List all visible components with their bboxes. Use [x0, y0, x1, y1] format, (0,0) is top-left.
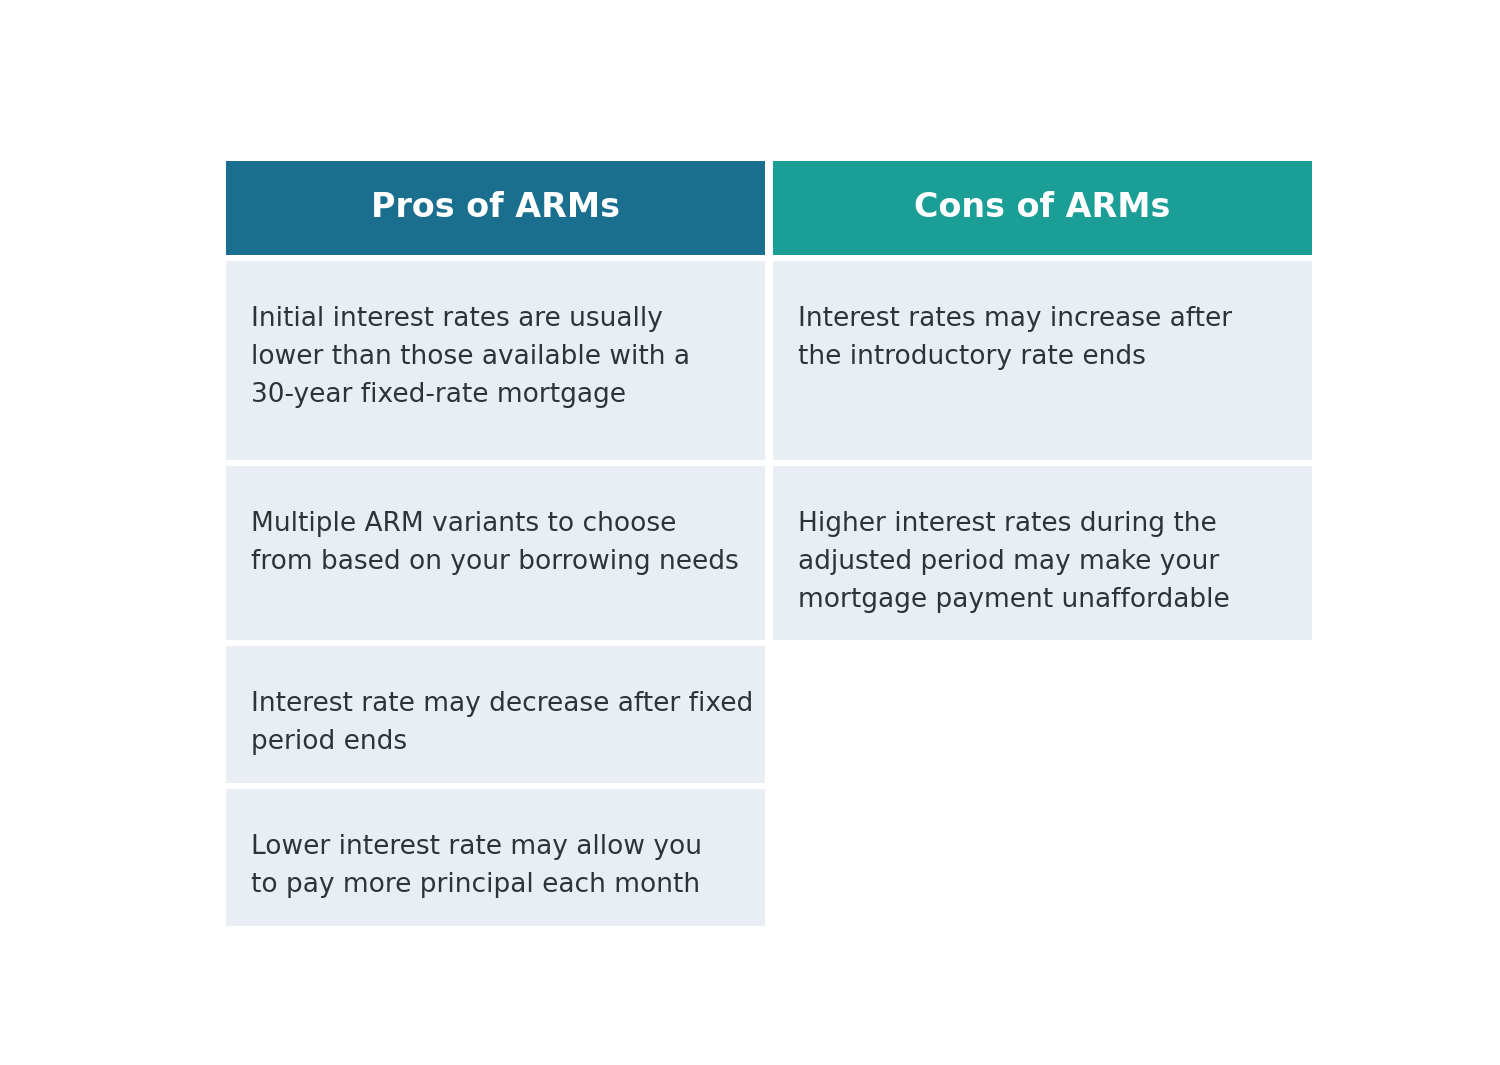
Text: Interest rates may increase after
the introductory rate ends: Interest rates may increase after the in… [798, 306, 1233, 370]
FancyBboxPatch shape [772, 465, 1311, 640]
FancyBboxPatch shape [226, 465, 765, 640]
Text: Lower interest rate may allow you
to pay more principal each month: Lower interest rate may allow you to pay… [252, 834, 702, 898]
Text: Higher interest rates during the
adjusted period may make your
mortgage payment : Higher interest rates during the adjuste… [798, 511, 1230, 612]
FancyBboxPatch shape [772, 161, 1311, 255]
Text: Interest rate may decrease after fixed
period ends: Interest rate may decrease after fixed p… [252, 691, 753, 755]
Text: Cons of ARMs: Cons of ARMs [914, 192, 1170, 225]
Text: Initial interest rates are usually
lower than those available with a
30-year fix: Initial interest rates are usually lower… [252, 306, 690, 408]
FancyBboxPatch shape [226, 261, 765, 460]
Text: Multiple ARM variants to choose
from based on your borrowing needs: Multiple ARM variants to choose from bas… [252, 511, 740, 575]
FancyBboxPatch shape [226, 789, 765, 925]
FancyBboxPatch shape [226, 645, 765, 783]
Text: Pros of ARMs: Pros of ARMs [370, 192, 620, 225]
FancyBboxPatch shape [226, 161, 765, 255]
FancyBboxPatch shape [772, 261, 1311, 460]
